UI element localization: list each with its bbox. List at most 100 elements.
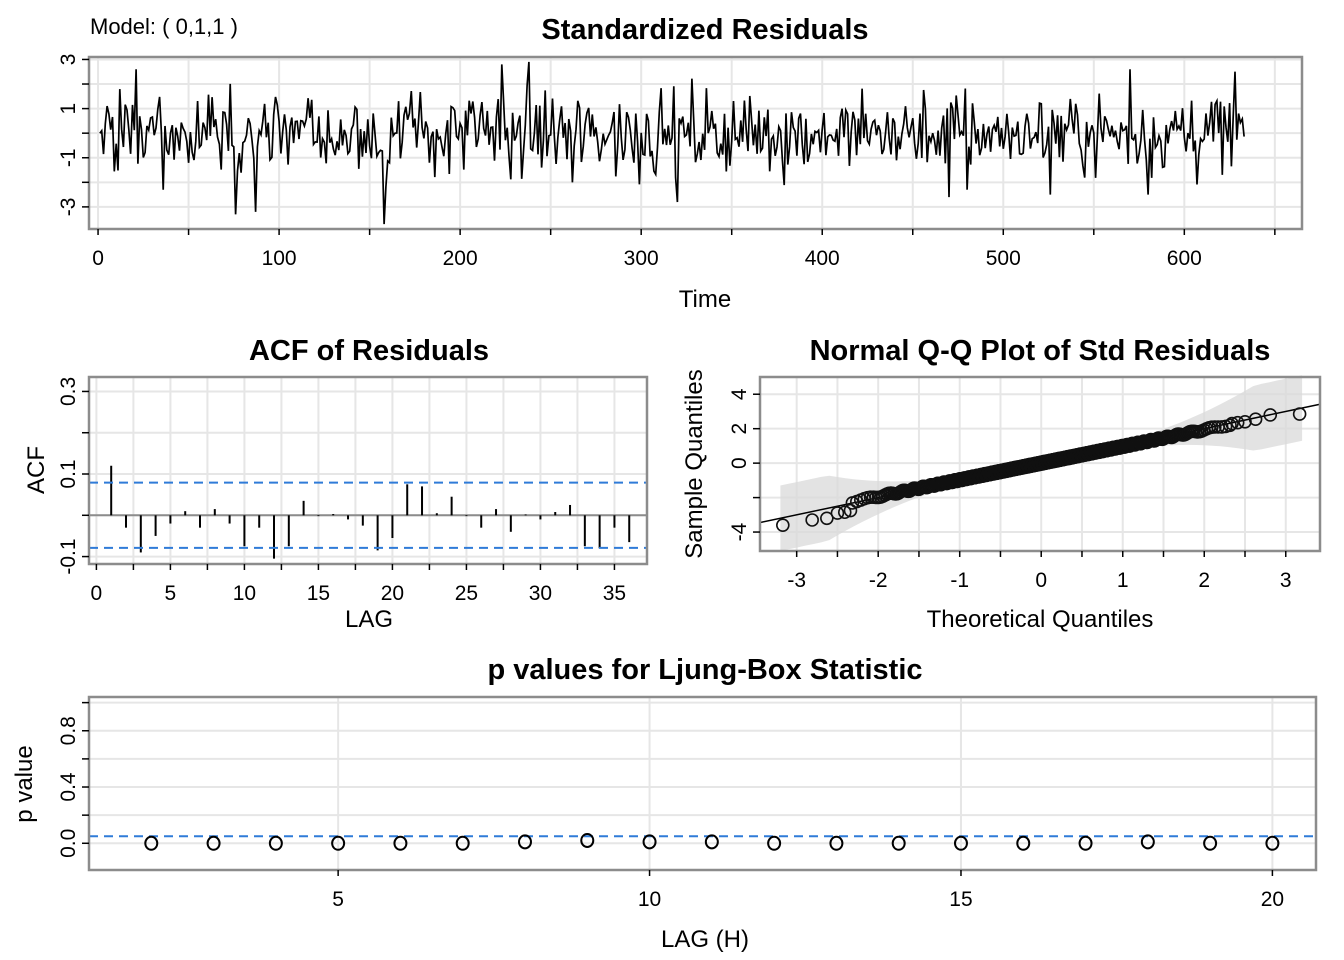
ljung-box-panel: p values for Ljung-Box Statistic 5 10 15 20… [11, 654, 1318, 953]
qq-point [1230, 415, 1245, 430]
qq-point [837, 505, 852, 520]
x-tick-label: 5 [165, 582, 177, 605]
ljung-box-x-axis: 5 10 15 20 [332, 870, 1284, 911]
qq-x-label: Theoretical Quantiles [927, 606, 1154, 633]
residuals-plot-frame [87, 55, 1304, 231]
ljung-box-point [704, 834, 719, 850]
x-tick-label: 600 [1167, 247, 1202, 270]
y-tick-label: 3 [57, 54, 80, 66]
ljung-box-point [1140, 834, 1155, 850]
x-tick-label: 0 [92, 247, 104, 270]
x-tick-label: 5 [332, 888, 344, 911]
ljung-box-point [767, 835, 782, 851]
acf-gridlines [89, 377, 647, 564]
x-tick-label: 0 [91, 582, 103, 605]
x-tick-label: 300 [624, 247, 659, 270]
qq-point [805, 513, 819, 527]
x-tick-label: 0 [1035, 569, 1047, 592]
y-tick-label: 2 [728, 423, 751, 435]
model-label: Model: ( 0,1,1 ) [90, 14, 238, 39]
qq-point [820, 511, 834, 526]
qq-point [1248, 412, 1263, 427]
residuals-x-label: Time [679, 286, 731, 313]
acf-plot-frame [87, 375, 649, 566]
ljung-box-point [268, 835, 283, 851]
x-tick-label: 10 [233, 582, 256, 605]
ljung-box-point [144, 835, 159, 851]
acf-x-label: LAG [345, 606, 393, 633]
x-tick-label: 3 [1280, 569, 1292, 592]
ljung-box-point [1078, 835, 1093, 851]
y-tick-label: 0.1 [57, 459, 80, 488]
ljung-box-point [829, 835, 844, 851]
y-tick-label: 0.8 [57, 716, 80, 745]
x-tick-label: 15 [307, 582, 330, 605]
ljung-box-y-label: p value [11, 745, 38, 822]
x-tick-label: 25 [455, 582, 478, 605]
qq-point [1292, 407, 1307, 421]
acf-bars [89, 465, 647, 559]
x-tick-label: -1 [950, 569, 969, 592]
ljung-box-point [206, 835, 221, 851]
x-tick-label: 20 [381, 582, 404, 605]
qq-plot-frame [758, 375, 1322, 553]
residuals-series-line [99, 61, 1245, 225]
ljung-box-point [953, 835, 968, 851]
x-tick-label: 200 [443, 247, 478, 270]
x-tick-label: 30 [529, 582, 552, 605]
ljung-box-point [891, 835, 906, 851]
y-tick-label: -3 [57, 198, 80, 217]
qq-point [776, 518, 790, 532]
ljung-box-point [517, 834, 532, 850]
residuals-x-axis: 0 100 200 300 400 500 600 [92, 229, 1276, 270]
ljung-box-plot-frame [87, 695, 1318, 872]
y-tick-label: 0.3 [57, 377, 80, 406]
ljung-box-point [393, 835, 408, 851]
y-tick-label: 4 [728, 388, 751, 400]
x-tick-label: 20 [1261, 888, 1284, 911]
x-tick-label: 10 [638, 888, 661, 911]
ljung-box-point [642, 834, 657, 850]
qq-points [776, 407, 1307, 532]
qq-y-axis: 4 2 0 -4 [728, 388, 760, 541]
qq-point [1208, 420, 1222, 434]
y-tick-label: -4 [728, 522, 751, 541]
ljung-box-point [580, 832, 595, 848]
y-tick-label: -0.1 [57, 538, 80, 574]
x-tick-label: -2 [869, 569, 888, 592]
ljung-box-point [1016, 835, 1031, 851]
qq-point [830, 506, 845, 520]
ljung-box-point [1265, 835, 1280, 851]
qq-point [1263, 408, 1278, 422]
residuals-title: Standardized Residuals [541, 14, 868, 46]
qq-x-axis: -3 -2 -1 0 1 2 3 [787, 551, 1292, 592]
ljung-box-points [144, 832, 1280, 851]
qq-y-label: Sample Quantiles [681, 369, 708, 558]
acf-panel: ACF of Residuals 0 5 10 15 20 25 30 35 0.3 0.1 -0… [23, 335, 649, 633]
qq-point [843, 503, 858, 518]
ljung-box-point [331, 835, 346, 851]
y-tick-label: -1 [57, 148, 80, 167]
qq-panel: Normal Q-Q Plot of Std Residuals -3 -2 -1 0… [681, 335, 1322, 633]
standardized-residuals-panel: Standardized Residuals 0 100 200 300 400 500 6… [57, 14, 1304, 313]
qq-point [1223, 418, 1237, 433]
y-tick-label: 0.4 [57, 772, 80, 802]
x-tick-label: 400 [805, 247, 840, 270]
y-tick-label: 1 [57, 103, 80, 115]
x-tick-label: 2 [1198, 569, 1210, 592]
x-tick-label: 1 [1117, 569, 1129, 592]
residuals-y-axis: 3 1 -1 -3 [57, 54, 89, 217]
qq-title: Normal Q-Q Plot of Std Residuals [810, 335, 1271, 367]
acf-y-axis: 0.3 0.1 -0.1 [57, 377, 89, 575]
acf-title: ACF of Residuals [249, 335, 489, 367]
x-tick-label: 100 [262, 247, 297, 270]
ljung-box-title: p values for Ljung-Box Statistic [487, 654, 922, 686]
y-tick-label: 0 [728, 457, 751, 469]
qq-point [1225, 416, 1239, 431]
x-tick-label: 35 [603, 582, 626, 605]
x-tick-label: 15 [949, 888, 972, 911]
acf-y-label: ACF [23, 446, 50, 494]
ljung-box-point [1203, 835, 1218, 851]
y-tick-label: 0.0 [57, 829, 80, 858]
